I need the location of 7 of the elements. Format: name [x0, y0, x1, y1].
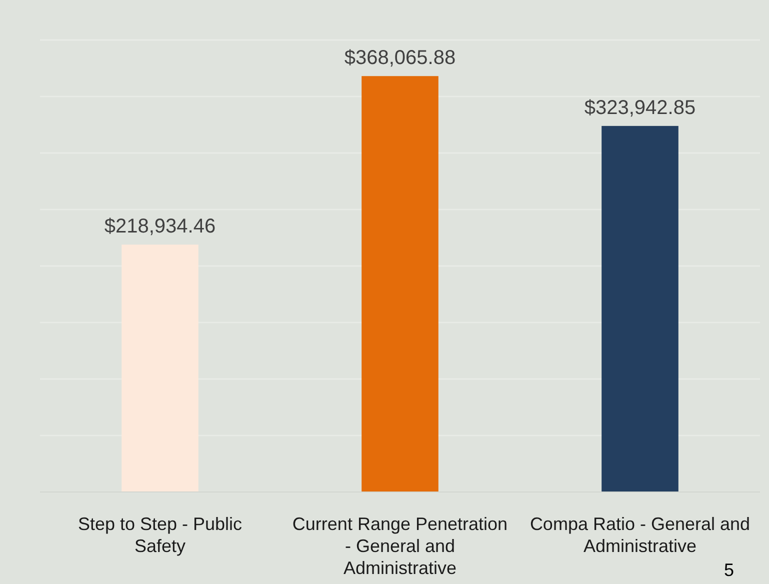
- text: 5: [724, 560, 734, 580]
- data-label: $368,065.88: [344, 47, 456, 70]
- data-label: $323,942.85: [584, 96, 696, 119]
- x-tick-label: Compa Ratio - General and Administrative: [530, 514, 750, 556]
- x-tick-label: Step to Step - Public Safety: [78, 514, 242, 556]
- x-tick-label: Current Range Penetration - General and Administrative: [292, 514, 508, 578]
- data-label: $218,934.46: [104, 216, 216, 238]
